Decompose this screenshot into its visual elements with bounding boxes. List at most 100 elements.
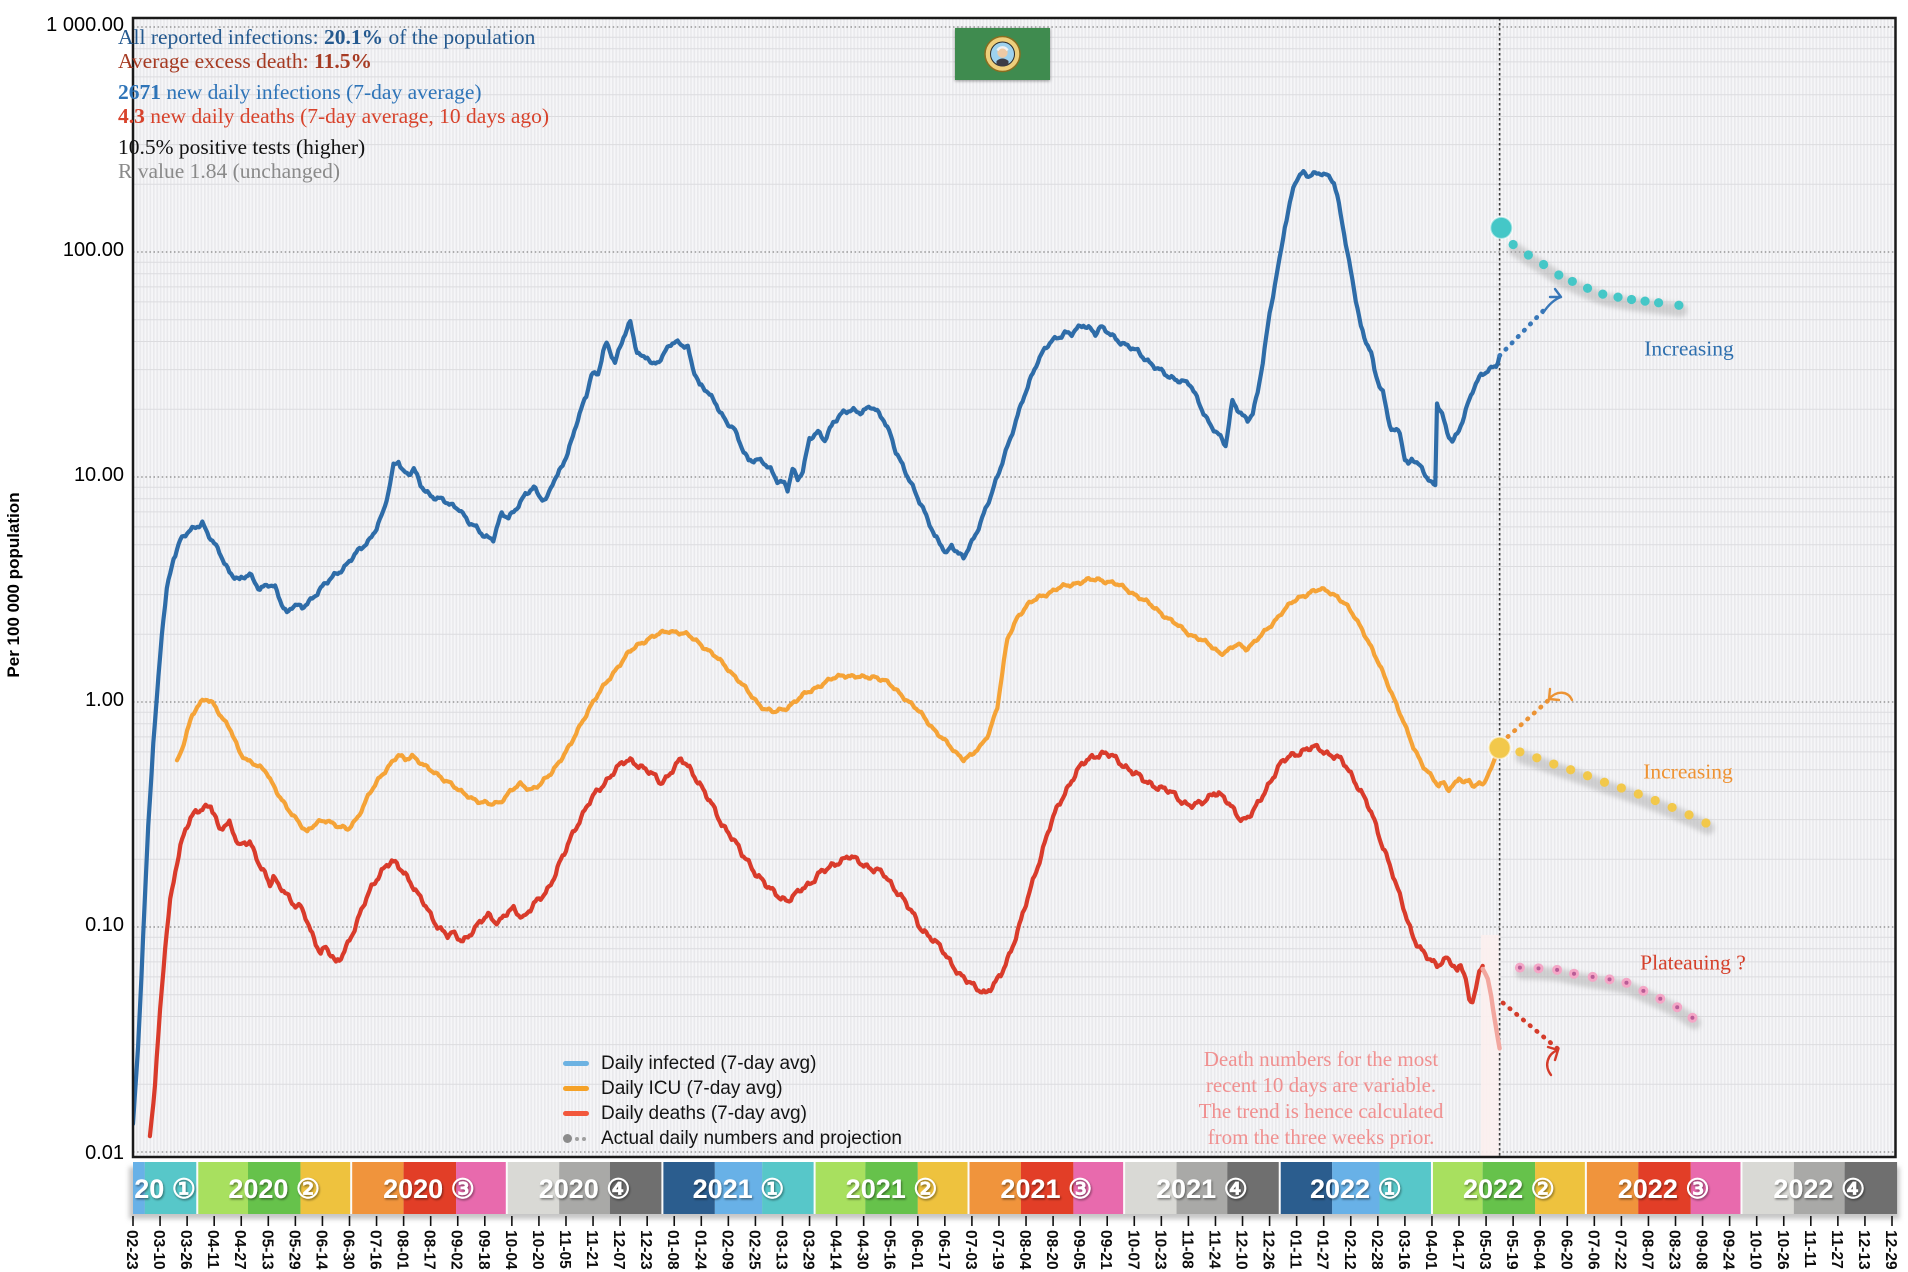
projection-dot — [1650, 795, 1660, 806]
month-band — [1793, 1162, 1845, 1214]
projection-dot — [1582, 771, 1593, 781]
date-label: 04-17 — [1449, 1230, 1466, 1270]
actual-value-dot — [1489, 215, 1514, 240]
stat-r-value: R value 1.84 (unchanged) — [118, 159, 341, 183]
annotation-icu-trend: Increasing — [1643, 759, 1733, 784]
month-band — [1073, 1162, 1125, 1214]
date-label: 06-20 — [1557, 1230, 1574, 1270]
quarter-label: 2022 ③ — [1618, 1174, 1710, 1204]
month-band — [714, 1162, 763, 1214]
date-label: 12-26 — [1260, 1230, 1277, 1270]
infected-curve — [133, 169, 1502, 1126]
projection-dot — [1667, 802, 1677, 813]
annotation-deaths-trend: Plateauing ? — [1640, 950, 1746, 975]
chart-legend: Daily infected (7-day avg) Daily ICU (7-… — [563, 1051, 902, 1151]
date-label: 05-03 — [1476, 1230, 1493, 1270]
date-label: 09-08 — [1693, 1230, 1710, 1270]
y-tick-0.01: 0.01 — [85, 1142, 124, 1164]
date-label: 12-29 — [1882, 1230, 1899, 1270]
projection-dot-center — [1590, 974, 1595, 979]
projection-dot-center — [1624, 980, 1629, 985]
month-band — [1431, 1162, 1483, 1214]
projection-dot-center — [1675, 1005, 1680, 1010]
month-band — [1535, 1162, 1586, 1214]
projection-dot — [1598, 289, 1608, 299]
projection-dot — [1616, 783, 1626, 793]
date-label: 05-29 — [285, 1230, 302, 1270]
legend-label: Daily deaths (7-day avg) — [601, 1102, 807, 1124]
variable-data-band — [1481, 935, 1500, 1157]
month-band — [1844, 1162, 1898, 1214]
flag-portrait-hair — [996, 46, 1009, 52]
date-label: 04-30 — [854, 1230, 871, 1270]
date-label: 08-07 — [1638, 1230, 1655, 1270]
date-label: 01-08 — [664, 1230, 681, 1270]
quarter-label: 2021 ① — [693, 1174, 785, 1204]
stat-new-infections: 2671 new daily infections (7-day average… — [118, 80, 482, 104]
quarter-label: 2020 ③ — [383, 1174, 475, 1204]
projection-dot — [1549, 759, 1559, 769]
month-band — [1227, 1162, 1280, 1214]
month-band — [917, 1162, 969, 1214]
quarter-label: 2021 ④ — [1156, 1174, 1248, 1204]
date-label: 03-16 — [1395, 1230, 1412, 1270]
month-band — [403, 1162, 457, 1214]
projection-dot — [1701, 818, 1711, 828]
trend-line — [1497, 302, 1551, 359]
legend-item-actual: Actual daily numbers and projection — [563, 1126, 902, 1151]
note-line: from the three weeks prior. — [1207, 1125, 1435, 1149]
month-band — [1741, 1162, 1794, 1214]
month-band — [248, 1162, 301, 1214]
projection-dot — [1515, 747, 1525, 757]
infected-projection — [1489, 215, 1688, 359]
month-band — [1379, 1162, 1432, 1214]
y-tick-1000: 1 000.00 — [46, 14, 124, 36]
date-label: 01-27 — [1314, 1230, 1331, 1270]
washington-flag-icon — [955, 28, 1050, 80]
quarter-label: 2022 ② — [1463, 1174, 1555, 1204]
date-label: 03-29 — [800, 1230, 817, 1270]
month-band — [133, 1162, 145, 1214]
quarter-label: 2020 ④ — [539, 1174, 631, 1204]
date-label: 02-25 — [745, 1230, 762, 1270]
date-label: 10-07 — [1124, 1230, 1141, 1270]
date-label: 12-07 — [610, 1230, 627, 1270]
date-label: 09-05 — [1070, 1230, 1087, 1270]
month-band — [351, 1162, 404, 1214]
flag-portrait-face — [997, 47, 1008, 58]
projection-dot — [1554, 270, 1564, 280]
date-label: 09-24 — [1720, 1230, 1737, 1270]
date-label: 09-21 — [1097, 1230, 1114, 1270]
month-band — [1585, 1162, 1639, 1214]
date-label: 02-28 — [1368, 1230, 1385, 1270]
date-label: 11-08 — [1178, 1230, 1195, 1269]
quarter-label: 2021 ② — [846, 1174, 938, 1204]
icu-curve — [174, 576, 1502, 834]
projection-dot — [1599, 777, 1610, 787]
projection-dot — [1567, 276, 1577, 287]
date-label: 12-23 — [637, 1230, 654, 1270]
date-label: 06-30 — [339, 1230, 356, 1270]
date-label: 04-01 — [1422, 1230, 1439, 1270]
projection-dot — [1640, 296, 1650, 306]
date-label: 10-23 — [1151, 1230, 1168, 1270]
month-band — [609, 1162, 663, 1214]
month-band — [1124, 1162, 1177, 1214]
icu-projection — [1487, 687, 1715, 835]
month-band — [1482, 1162, 1536, 1214]
projection-dot-center — [1572, 971, 1577, 976]
date-label: 07-03 — [962, 1230, 979, 1270]
quarter-label: 2022 ① — [1310, 1174, 1402, 1204]
projection-dot — [1684, 810, 1694, 820]
month-band — [456, 1162, 507, 1214]
trend-arrow-icon — [1547, 687, 1574, 702]
trend-line — [1500, 1000, 1562, 1052]
date-label: 07-19 — [989, 1230, 1006, 1270]
trend-arrow-icon — [1541, 287, 1563, 315]
date-label: 08-20 — [1043, 1230, 1060, 1270]
y-tick-0.1: 0.10 — [85, 914, 124, 936]
trend-line — [1498, 697, 1551, 745]
note-line: recent 10 days are variable. — [1205, 1073, 1437, 1097]
actual-value-dot — [1487, 735, 1512, 760]
